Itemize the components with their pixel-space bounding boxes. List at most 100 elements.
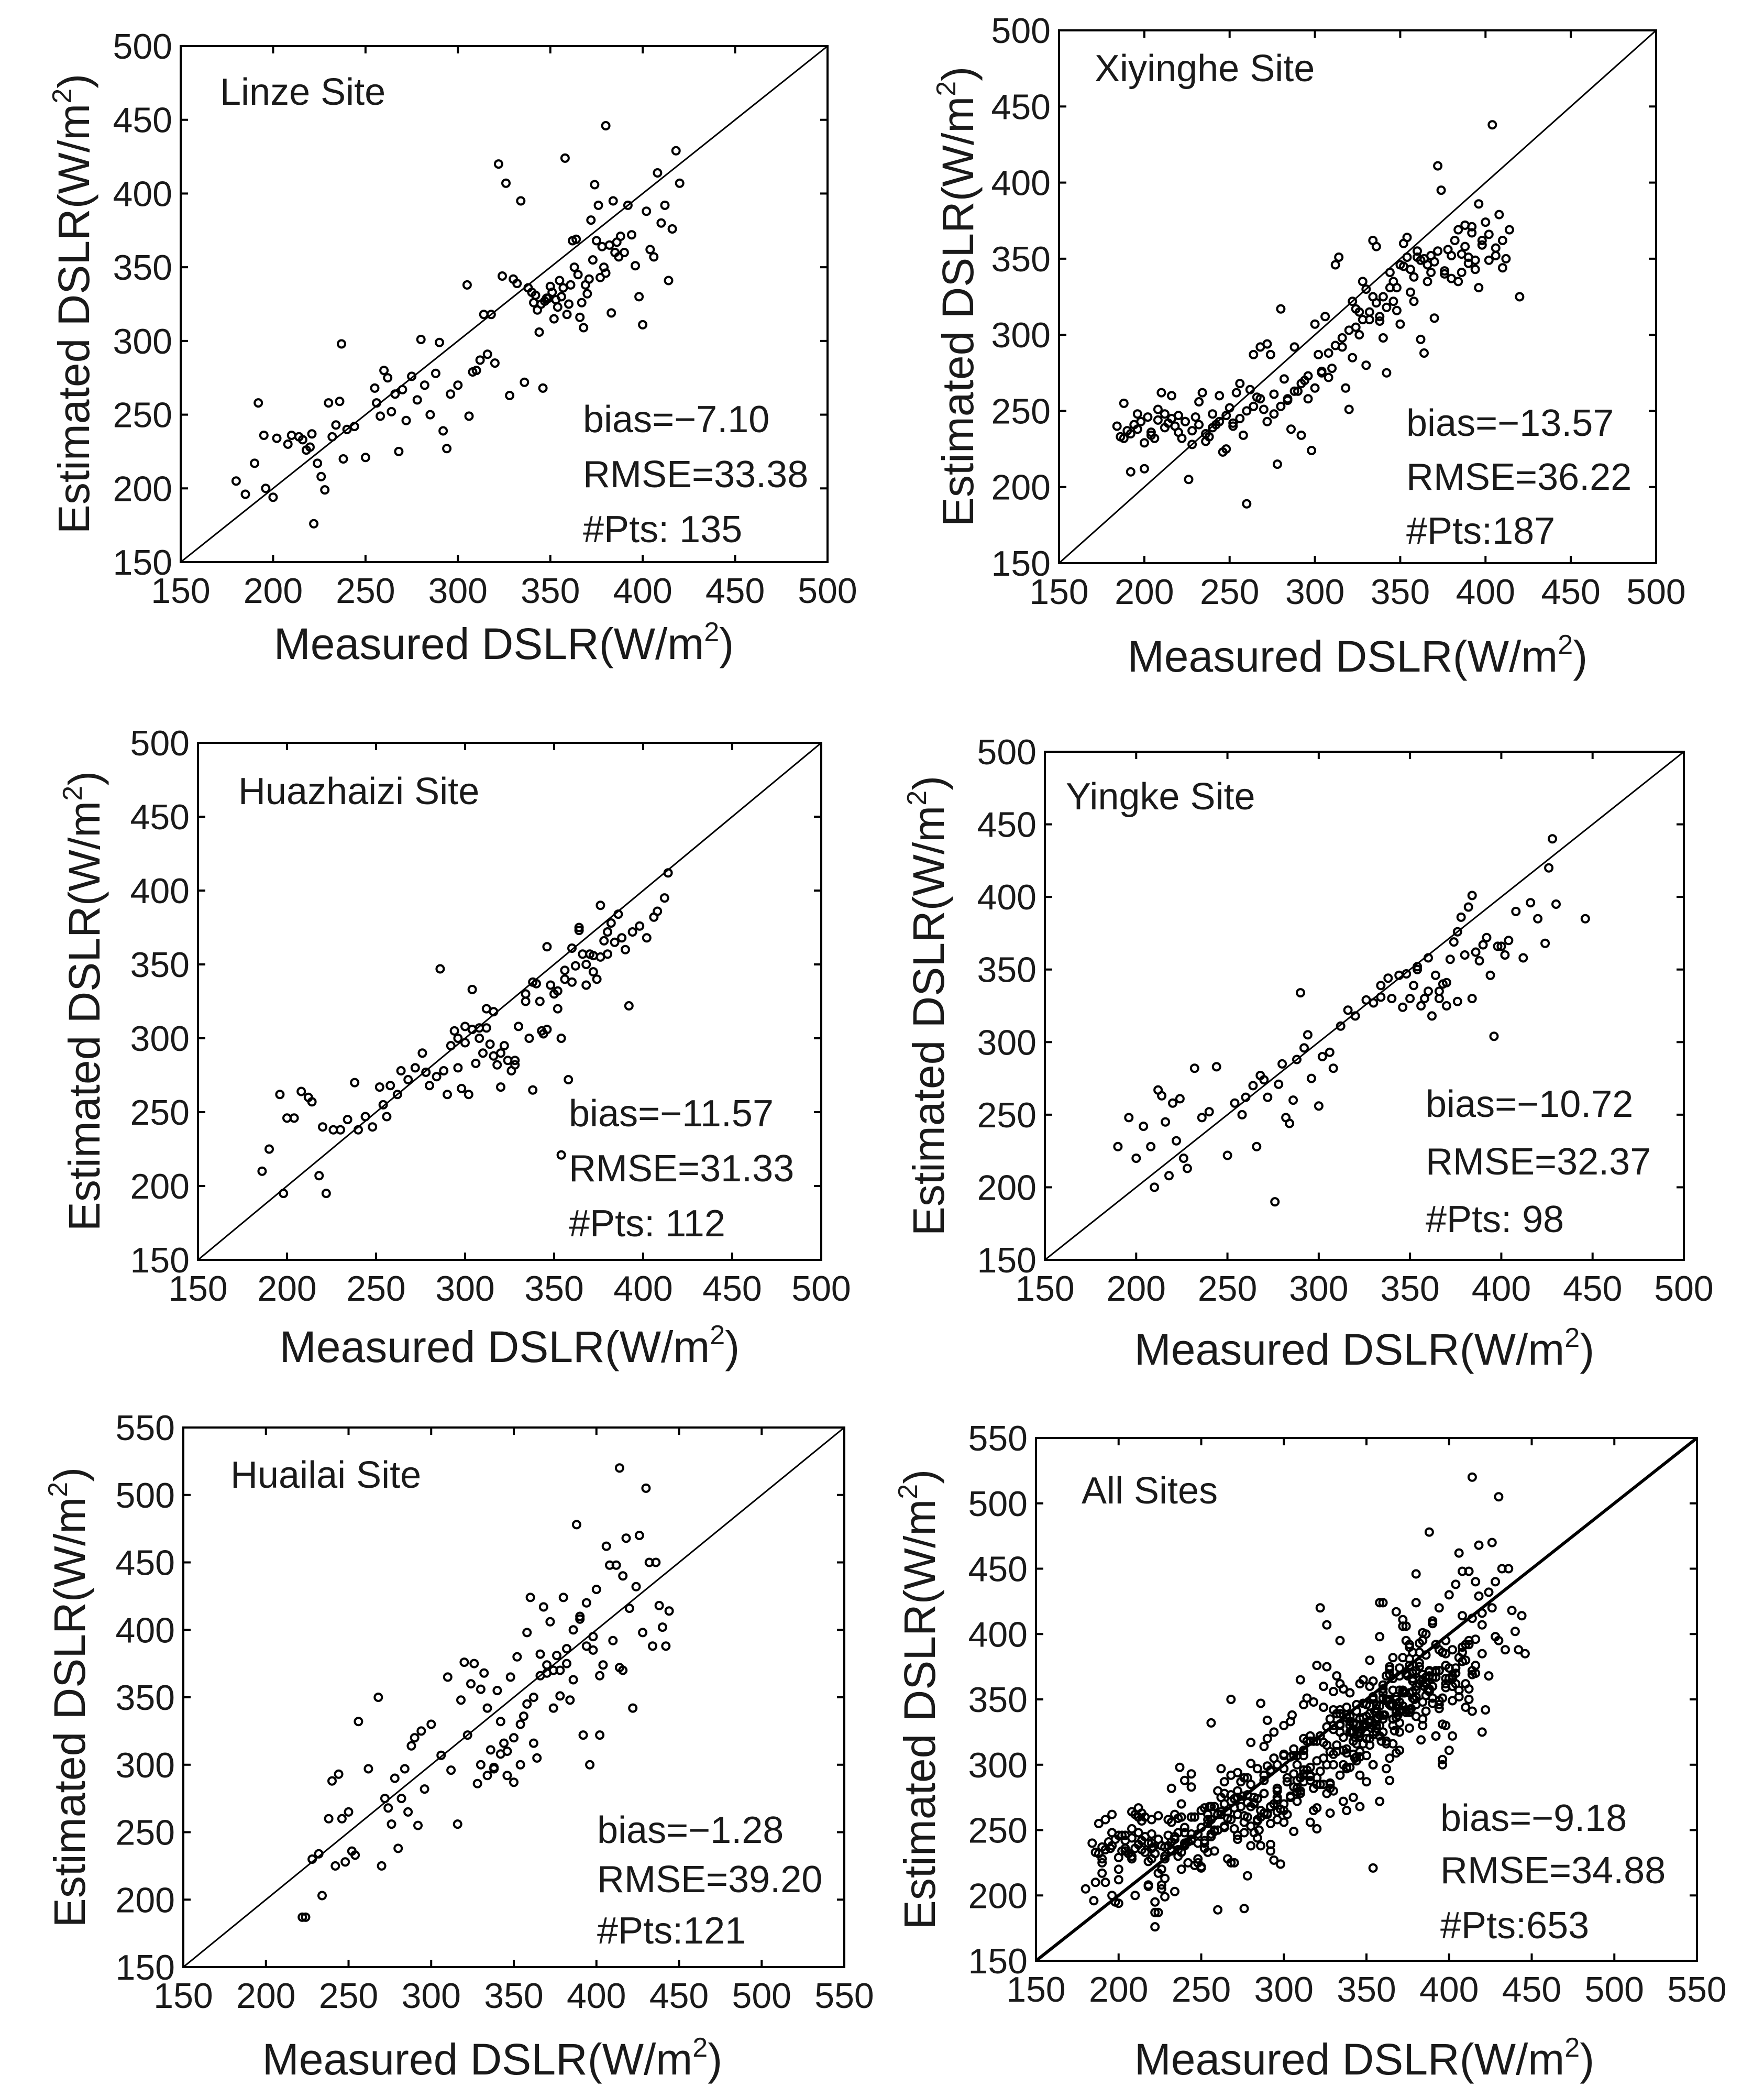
data-point [1306, 1073, 1316, 1083]
data-point [1213, 1825, 1223, 1835]
data-point [464, 1090, 473, 1100]
data-point [1368, 1720, 1378, 1730]
data-point [1265, 349, 1275, 359]
data-point [398, 385, 407, 394]
data-point [496, 1082, 505, 1092]
data-point [592, 974, 602, 984]
data-point [1232, 1835, 1242, 1844]
data-point [1348, 1718, 1358, 1728]
data-point [1269, 389, 1279, 399]
data-point [502, 1771, 512, 1781]
data-point [1418, 1697, 1428, 1707]
data-point [416, 335, 426, 344]
y-tick-label: 300 [113, 322, 172, 361]
one-to-one-line [1059, 29, 1657, 564]
x-tick-label: 450 [702, 1269, 762, 1309]
data-point [590, 180, 600, 190]
data-point [380, 1794, 390, 1804]
data-point [478, 1048, 488, 1058]
data-point [657, 1622, 667, 1632]
data-point [1395, 1745, 1405, 1755]
x-tick-label: 400 [613, 571, 672, 611]
y-tick-label: 450 [113, 101, 172, 140]
y-tick-label: 250 [130, 1093, 190, 1133]
data-point [1312, 1773, 1322, 1783]
data-point [1094, 1819, 1104, 1828]
data-point [1494, 210, 1504, 219]
data-point [1276, 401, 1286, 411]
data-point [1434, 1696, 1444, 1706]
data-point [1282, 1777, 1292, 1787]
data-point [337, 339, 346, 349]
data-point [1307, 446, 1317, 455]
data-point [1330, 341, 1340, 350]
data-point [555, 1665, 565, 1675]
data-point [279, 1189, 289, 1199]
data-point [1113, 1141, 1123, 1151]
stat-rmse: RMSE=32.37 [1426, 1141, 1651, 1183]
data-point [1491, 1577, 1501, 1587]
data-point [1100, 1878, 1110, 1887]
data-point [548, 1703, 558, 1713]
data-point [614, 1463, 624, 1473]
data-point [1246, 1738, 1256, 1748]
data-point [1431, 1731, 1441, 1741]
data-point [314, 1171, 324, 1181]
data-point [607, 308, 616, 318]
panel-title: Linze Site [220, 71, 385, 113]
data-point [1270, 1197, 1280, 1207]
data-point [663, 868, 673, 878]
data-point [1474, 956, 1484, 966]
data-point [354, 1717, 363, 1727]
data-point [1325, 1783, 1335, 1793]
data-point [520, 377, 530, 387]
data-point [1440, 266, 1450, 276]
data-point [1335, 1635, 1345, 1645]
data-point [1153, 1907, 1163, 1917]
data-point [1424, 986, 1433, 996]
data-point [1378, 292, 1388, 302]
data-point [1451, 1579, 1461, 1589]
one-to-one-line [197, 742, 822, 1261]
data-point [1388, 1653, 1398, 1663]
y-axis-label: Estimated DSLR(W/m2) [47, 74, 98, 534]
data-point [471, 366, 481, 376]
data-point [1411, 1598, 1421, 1608]
data-point [1322, 1662, 1332, 1672]
data-point [1127, 1854, 1137, 1864]
data-point [1409, 272, 1419, 282]
data-point [1325, 1047, 1335, 1057]
data-point [1150, 1907, 1160, 1917]
data-point [1087, 1838, 1097, 1848]
x-tick-label: 450 [705, 571, 765, 611]
data-point [1194, 397, 1204, 407]
data-point [560, 153, 570, 163]
data-point [1362, 1733, 1371, 1743]
x-tick-label: 500 [1585, 1970, 1644, 2010]
data-point [289, 1113, 299, 1123]
data-point [1242, 1798, 1252, 1808]
data-point [571, 234, 581, 244]
data-point [1336, 1021, 1346, 1031]
stat-pts: #Pts:653 [1440, 1905, 1589, 1947]
data-point [598, 1660, 608, 1670]
data-point [1315, 1731, 1325, 1741]
data-point [1232, 1767, 1242, 1777]
data-point [1391, 1607, 1401, 1617]
data-point [585, 1760, 595, 1770]
data-point [641, 1483, 651, 1493]
data-point [479, 310, 489, 320]
x-tick-label: 350 [484, 1976, 543, 2016]
data-point [1161, 1117, 1171, 1127]
data-point [516, 196, 526, 206]
data-point [1447, 251, 1457, 260]
data-point [231, 476, 241, 486]
data-point [1510, 1627, 1520, 1637]
data-point [1484, 229, 1494, 239]
data-point [403, 1075, 413, 1084]
data-point [1249, 1793, 1259, 1803]
data-point [1445, 954, 1455, 964]
data-point [1288, 1095, 1298, 1105]
data-point [1484, 255, 1494, 265]
data-point [1107, 1828, 1117, 1838]
